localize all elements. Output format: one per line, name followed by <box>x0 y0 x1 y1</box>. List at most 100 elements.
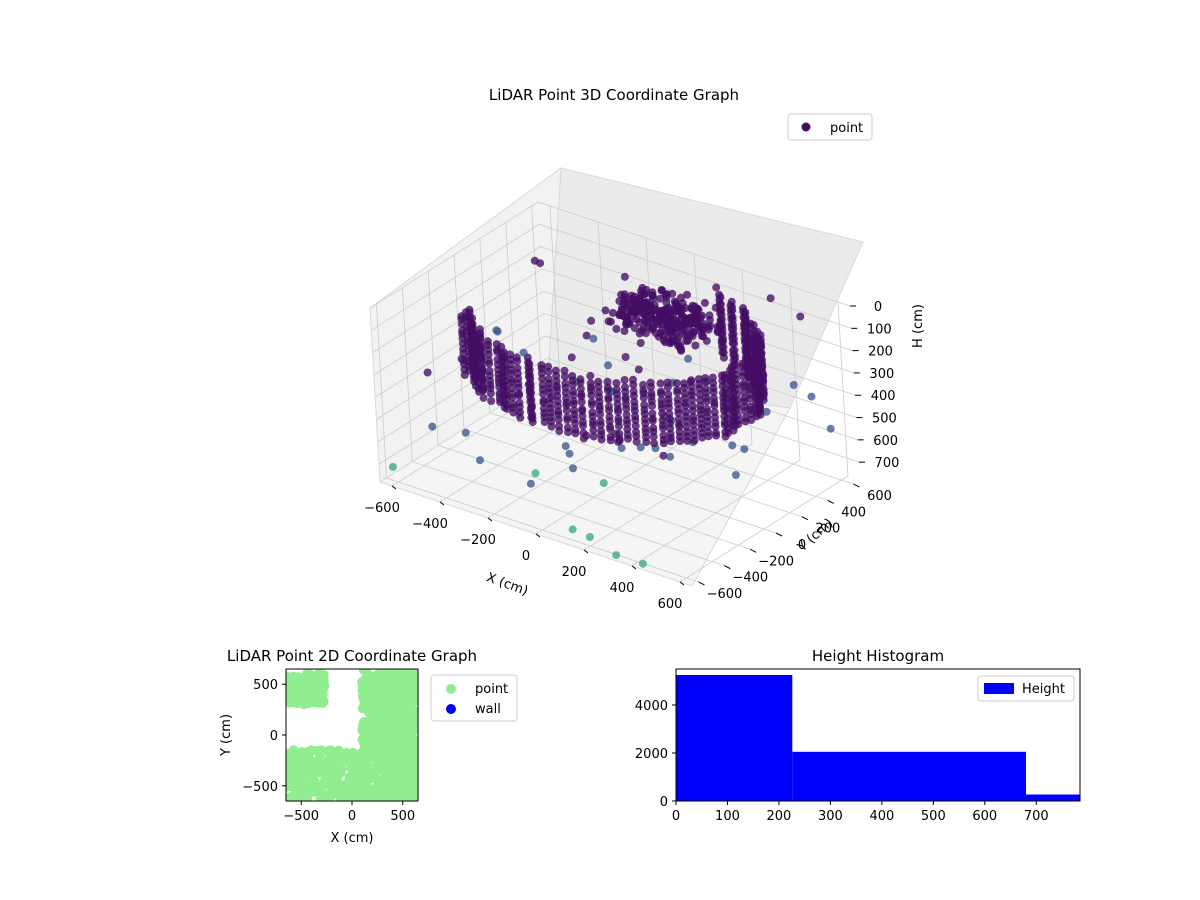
point-3d <box>665 403 673 412</box>
point-3d <box>569 391 578 400</box>
z-axis-label-3d: H (cm) <box>911 304 926 348</box>
point-3d <box>461 428 470 437</box>
z-tick-3d: 500 <box>872 412 897 427</box>
y-tick-3d: 0 <box>798 538 806 553</box>
point-3d <box>728 441 737 450</box>
grid-3d <box>369 201 860 583</box>
point-3d <box>539 398 548 407</box>
point-2d <box>291 683 302 694</box>
point-3d <box>596 410 605 419</box>
legend-3d-label: point <box>830 121 863 136</box>
y-tick-3d: 600 <box>867 489 892 504</box>
point-3d <box>632 437 641 446</box>
point-3d <box>683 290 691 299</box>
point-2d <box>300 687 311 698</box>
point-2d <box>408 719 418 730</box>
point-3d <box>688 332 697 341</box>
point-3d <box>617 303 626 312</box>
point-3d <box>650 439 659 448</box>
point-3d <box>720 406 728 415</box>
point-3d <box>721 432 730 441</box>
point-3d <box>739 372 747 381</box>
point-3d <box>663 383 672 392</box>
point-3d <box>507 378 516 387</box>
point-3d <box>588 400 596 409</box>
point-3d <box>640 316 649 325</box>
point-3d <box>651 305 660 314</box>
point-3d <box>525 360 534 369</box>
point-3d <box>762 407 771 416</box>
point-3d <box>476 346 485 355</box>
point-3d <box>648 401 656 410</box>
y-tick-3d: 200 <box>815 522 840 537</box>
point-3d <box>544 367 553 376</box>
y-tick-3d: −200 <box>758 554 794 569</box>
point-3d <box>578 412 587 421</box>
y-tick-histogram: 0 <box>660 795 668 810</box>
point-3d <box>656 379 665 388</box>
point-2d <box>362 786 373 797</box>
point-3d <box>629 391 638 400</box>
point-3d <box>695 384 704 393</box>
histogram-bar <box>676 675 793 801</box>
point-3d <box>659 424 668 433</box>
point-3d <box>631 421 640 430</box>
y-tick-2d: −500 <box>242 780 278 795</box>
point-2d <box>359 699 370 710</box>
point-2d <box>382 751 393 762</box>
point-2d <box>380 742 391 753</box>
point-2d <box>357 685 368 696</box>
point-3d <box>641 290 649 298</box>
point-2d <box>319 760 330 771</box>
point-2d <box>376 727 387 738</box>
point-2d <box>369 710 380 721</box>
point-3d <box>614 407 623 416</box>
point-3d <box>631 416 640 425</box>
x-tick-2d: 0 <box>348 809 356 824</box>
point-3d <box>654 320 663 329</box>
point-3d <box>720 421 729 430</box>
point-2d <box>392 680 403 691</box>
point-3d <box>676 437 685 446</box>
point-3d <box>513 357 522 366</box>
point-3d <box>589 426 598 435</box>
point-2d <box>411 751 418 762</box>
point-2d <box>374 777 385 788</box>
point-3d <box>554 415 563 424</box>
point-3d <box>738 362 747 371</box>
point-3d <box>460 371 469 379</box>
point-2d <box>404 795 414 801</box>
z-tick-3d: 600 <box>873 434 898 449</box>
point-2d <box>309 691 320 702</box>
point-2d <box>411 673 418 684</box>
point-3d <box>585 533 594 541</box>
x-axis-label-2d: X (cm) <box>331 831 374 846</box>
point-3d <box>608 308 617 317</box>
point-3d <box>649 432 658 441</box>
point-2d <box>286 771 296 782</box>
point-2d <box>332 787 343 798</box>
point-3d <box>601 306 610 315</box>
point-3d <box>705 311 714 320</box>
point-3d <box>560 366 569 375</box>
point-3d <box>604 361 612 370</box>
y-ticks-histogram: 0 2000 4000 <box>635 699 676 810</box>
point-3d <box>589 432 598 441</box>
point-3d <box>739 387 748 396</box>
point-3d <box>687 376 696 385</box>
point-3d <box>547 422 556 431</box>
chart-2d-title: LiDAR Point 2D Coordinate Graph <box>227 647 477 665</box>
point-3d <box>604 395 613 404</box>
point-3d <box>635 329 644 338</box>
point-3d <box>468 322 477 331</box>
x-ticks-3d: −600 −400 −200 0 200 400 600 <box>364 485 685 612</box>
point-2d <box>333 745 344 756</box>
point-3d <box>555 427 564 436</box>
point-3d <box>476 456 484 465</box>
point-3d <box>457 320 466 329</box>
x-tick-histogram: 100 <box>715 809 740 824</box>
point-3d <box>603 386 612 395</box>
z-tick-3d: 0 <box>874 300 882 315</box>
point-3d <box>728 339 737 348</box>
